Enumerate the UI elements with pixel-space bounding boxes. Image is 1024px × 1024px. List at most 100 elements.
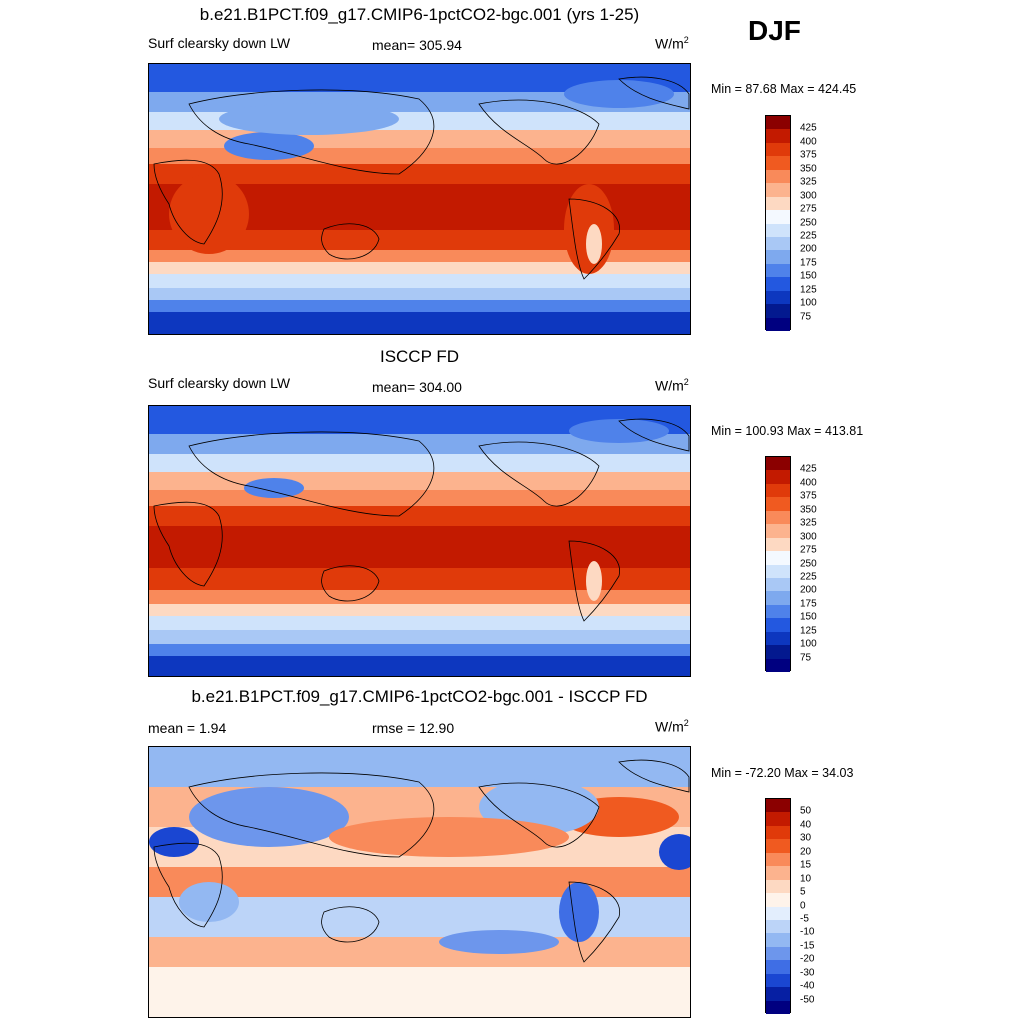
colorbar-box: [766, 317, 790, 331]
colorbar-box: [766, 457, 790, 471]
colorbar-box: [766, 250, 790, 264]
colorbar-box: [766, 658, 790, 672]
colorbar-tick-label: 400: [800, 136, 817, 148]
colorbar-box: [766, 142, 790, 157]
colorbar-tick-label: -20: [800, 953, 815, 965]
colorbar-tick-label: 375: [800, 149, 817, 161]
panel-3-minmax: Min = -72.20 Max = 34.03: [711, 766, 854, 780]
colorbar-tick-label: 10: [800, 873, 812, 885]
panel-2-mean: mean= 304.00: [372, 379, 462, 395]
colorbar-box: [766, 169, 790, 184]
colorbar-box: [766, 483, 790, 498]
colorbar-box: [766, 497, 790, 511]
colorbar-tick-label: 225: [800, 230, 817, 242]
colorbar-box: [766, 236, 790, 251]
colorbar-tick-label: -15: [800, 940, 815, 952]
colorbar-tick-label: 325: [800, 517, 817, 529]
panel-1-variable: Surf clearsky down LW: [148, 35, 291, 51]
colorbar-tick-label: 150: [800, 611, 817, 623]
colorbar-box: [766, 577, 790, 592]
colorbar-tick-label: 300: [800, 190, 817, 202]
panel-1-units: W/m2: [655, 35, 689, 52]
colorbar-tick-label: 40: [800, 819, 812, 831]
colorbar-box: [766, 973, 790, 988]
colorbar-tick-label: 400: [800, 477, 817, 489]
panel-1-map: [148, 63, 691, 335]
colorbar-box: [766, 263, 790, 278]
colorbar-tick-label: -40: [800, 980, 815, 992]
colorbar-tick-label: 375: [800, 490, 817, 502]
panel-1-title: b.e21.B1PCT.f09_g17.CMIP6-1pctCO2-bgc.00…: [199, 5, 640, 24]
colorbar-tick-label: 0: [800, 900, 806, 911]
colorbar-tick-label: 350: [800, 504, 817, 516]
colorbar-box: [766, 591, 790, 605]
colorbar-box: [766, 510, 790, 525]
panel-3-rmse: rmse = 12.90: [372, 720, 455, 736]
colorbar-box: [766, 470, 790, 484]
colorbar-tick-label: 275: [800, 203, 817, 215]
colorbar-tick-label: 75: [800, 652, 812, 664]
colorbar-box: [766, 537, 790, 552]
colorbar-tick-label: 175: [800, 598, 817, 610]
panel-1-mean: mean= 305.94: [372, 37, 462, 53]
colorbar-box: [766, 852, 790, 867]
colorbar-box: [766, 183, 790, 197]
colorbar-box: [766, 564, 790, 578]
colorbar-box: [766, 223, 790, 237]
colorbar-tick-label: 150: [800, 270, 817, 282]
panel-3-map: [148, 746, 691, 1018]
colorbar-box: [766, 933, 790, 947]
panel-2-minmax: Min = 100.93 Max = 413.81: [711, 424, 864, 438]
colorbar-box: [766, 524, 790, 538]
panel-1-minmax: Min = 87.68 Max = 424.45: [711, 82, 857, 96]
colorbar-tick-label: -5: [800, 913, 809, 925]
colorbar-tick-label: 225: [800, 571, 817, 583]
panel-2-map: [148, 405, 691, 677]
panel-2-title: ISCCP FD: [379, 347, 460, 366]
colorbar-box: [766, 906, 790, 920]
colorbar-box: [766, 290, 790, 305]
colorbar-box: [766, 116, 790, 130]
colorbar-box: [766, 156, 790, 170]
colorbar-tick-label: -50: [800, 994, 815, 1006]
season-label: DJF: [748, 15, 801, 46]
colorbar-tick-label: 15: [800, 859, 812, 871]
colorbar-box: [766, 277, 790, 291]
colorbar-box: [766, 551, 790, 565]
colorbar-box: [766, 631, 790, 646]
colorbar-tick-label: 175: [800, 257, 817, 269]
colorbar-box: [766, 799, 790, 813]
colorbar-tick-label: 200: [800, 243, 817, 255]
colorbar-box: [766, 879, 790, 894]
colorbar-tick-label: 125: [800, 284, 817, 296]
panel-2-units: W/m2: [655, 377, 689, 394]
colorbar-box: [766, 839, 790, 853]
colorbar-box: [766, 1000, 790, 1014]
colorbar-box: [766, 960, 790, 974]
colorbar-tick-label: 425: [800, 463, 817, 475]
colorbar-box: [766, 866, 790, 880]
colorbar-box: [766, 893, 790, 907]
colorbar-tick-label: 200: [800, 584, 817, 596]
panel-3-units: W/m2: [655, 718, 689, 735]
colorbar-box: [766, 604, 790, 619]
colorbar-tick-label: 250: [800, 217, 817, 228]
colorbar-tick-label: 350: [800, 163, 817, 175]
colorbar-tick-label: 275: [800, 544, 817, 556]
colorbar-box: [766, 825, 790, 840]
colorbar-box: [766, 919, 790, 934]
colorbar-box: [766, 129, 790, 143]
colorbar-tick-label: 50: [800, 805, 812, 817]
colorbar-tick-label: 75: [800, 311, 812, 323]
colorbar-box: [766, 618, 790, 632]
colorbar-tick-label: -30: [800, 967, 815, 979]
colorbar-tick-label: 100: [800, 638, 817, 650]
panel-3-title: b.e21.B1PCT.f09_g17.CMIP6-1pctCO2-bgc.00…: [191, 687, 648, 706]
colorbar-box: [766, 196, 790, 211]
colorbar-tick-label: 125: [800, 625, 817, 637]
panel-2-colorbar: [765, 456, 791, 672]
colorbar-tick-label: 5: [800, 886, 806, 898]
panel-3-colorbar: [765, 798, 791, 1014]
colorbar-tick-label: 30: [800, 832, 812, 844]
panel-3-mean: mean = 1.94: [148, 720, 227, 736]
